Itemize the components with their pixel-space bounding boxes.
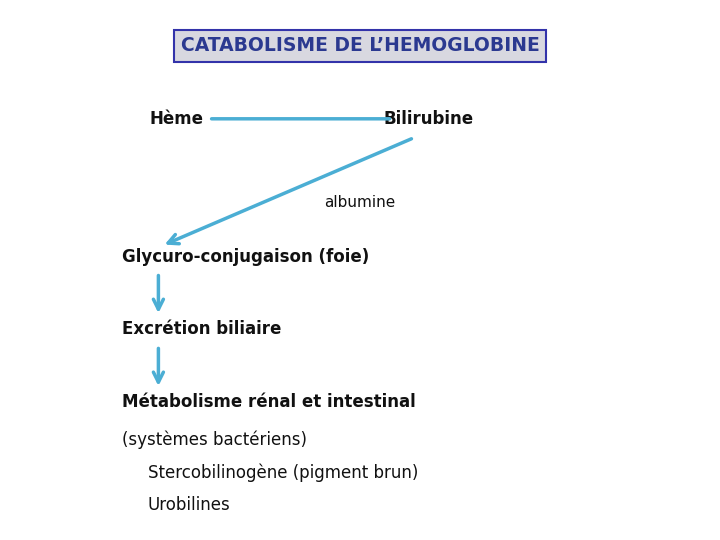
Text: Excrétion biliaire: Excrétion biliaire bbox=[122, 320, 282, 339]
Text: Hème: Hème bbox=[150, 110, 204, 128]
Text: (systèmes bactériens): (systèmes bactériens) bbox=[122, 431, 307, 449]
Text: Urobilines: Urobilines bbox=[148, 496, 230, 514]
Text: Bilirubine: Bilirubine bbox=[383, 110, 474, 128]
Text: Stercobilinogène (pigment brun): Stercobilinogène (pigment brun) bbox=[148, 463, 418, 482]
Text: albumine: albumine bbox=[325, 195, 395, 210]
Text: CATABOLISME DE L’HEMOGLOBINE: CATABOLISME DE L’HEMOGLOBINE bbox=[181, 36, 539, 56]
Text: Glycuro-conjugaison (foie): Glycuro-conjugaison (foie) bbox=[122, 247, 369, 266]
Text: Métabolisme rénal et intestinal: Métabolisme rénal et intestinal bbox=[122, 393, 416, 411]
